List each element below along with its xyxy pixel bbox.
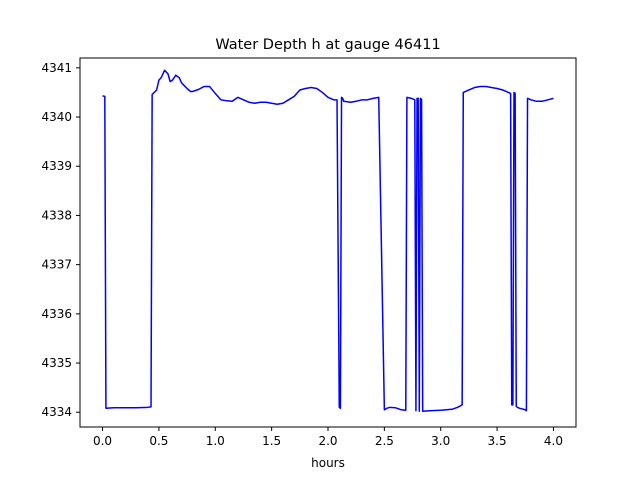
y-tick-label: 4334 xyxy=(41,405,72,419)
x-tick-label: 0.0 xyxy=(93,434,112,448)
x-tick-label: 0.5 xyxy=(149,434,168,448)
x-tick-label: 2.5 xyxy=(375,434,394,448)
x-axis-ticks: 0.0 0.5 1.0 1.5 2.0 2.5 3.0 3.5 4.0 xyxy=(93,427,563,448)
y-tick-label: 4340 xyxy=(41,110,72,124)
y-axis-ticks: 4334 4335 4336 4337 4338 4339 4340 4341 xyxy=(41,61,80,419)
plot-area xyxy=(102,69,554,413)
series-line-0 xyxy=(102,69,554,413)
x-axis-label: hours xyxy=(311,456,345,470)
x-tick-label: 3.5 xyxy=(488,434,507,448)
x-tick-label: 2.0 xyxy=(318,434,337,448)
chart-title: Water Depth h at gauge 46411 xyxy=(215,37,440,53)
x-tick-label: 1.5 xyxy=(262,434,281,448)
y-tick-label: 4337 xyxy=(41,258,72,272)
axes-frame xyxy=(79,57,577,428)
y-tick-label: 4339 xyxy=(41,159,72,173)
y-tick-label: 4338 xyxy=(41,208,72,222)
x-tick-label: 1.0 xyxy=(206,434,225,448)
x-tick-label: 4.0 xyxy=(544,434,563,448)
y-tick-label: 4341 xyxy=(41,61,72,75)
y-tick-label: 4336 xyxy=(41,307,72,321)
x-tick-label: 3.0 xyxy=(431,434,450,448)
y-tick-label: 4335 xyxy=(41,356,72,370)
